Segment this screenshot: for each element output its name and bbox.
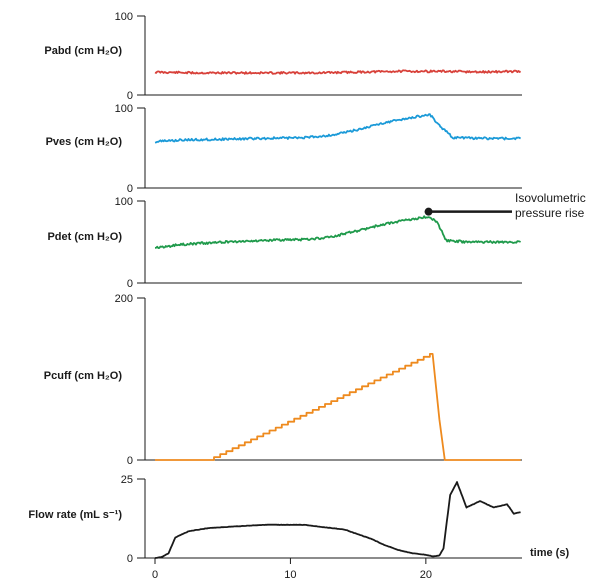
y-tick-label-bottom-2: 0 (127, 278, 133, 290)
trace-line-1 (154, 113, 522, 144)
trace-line-2 (154, 215, 522, 249)
panel-label-1: Pves (cm H₂O) (46, 136, 123, 148)
y-tick-label-top-3: 200 (115, 293, 133, 305)
x-axis-label: time (s) (530, 547, 569, 559)
y-tick-label-top-2: 100 (115, 196, 133, 208)
annotation-text-1: pressure rise (515, 206, 585, 220)
annotation-text-0: Isovolumetric (515, 191, 586, 205)
trace-line-0 (154, 69, 522, 75)
x-tick-label-1: 10 (284, 569, 296, 581)
y-tick-label-bottom-4: 0 (127, 553, 133, 565)
x-tick-label-0: 0 (152, 569, 158, 581)
panel-label-3: Pcuff (cm H₂O) (44, 370, 123, 382)
y-tick-label-bottom-0: 0 (127, 90, 133, 102)
panel-label-4: Flow rate (mL s⁻¹) (28, 509, 122, 521)
y-tick-label-top-1: 100 (115, 103, 133, 115)
y-tick-label-bottom-1: 0 (127, 183, 133, 195)
y-tick-label-top-4: 25 (121, 474, 133, 486)
y-tick-label-top-0: 100 (115, 11, 133, 23)
x-tick-label-2: 20 (420, 569, 432, 581)
panel-label-0: Pabd (cm H₂O) (44, 45, 122, 57)
trace-line-3 (155, 353, 521, 461)
panel-label-2: Pdet (cm H₂O) (47, 231, 122, 243)
y-tick-label-bottom-3: 0 (127, 455, 133, 467)
trace-line-4 (154, 481, 521, 559)
